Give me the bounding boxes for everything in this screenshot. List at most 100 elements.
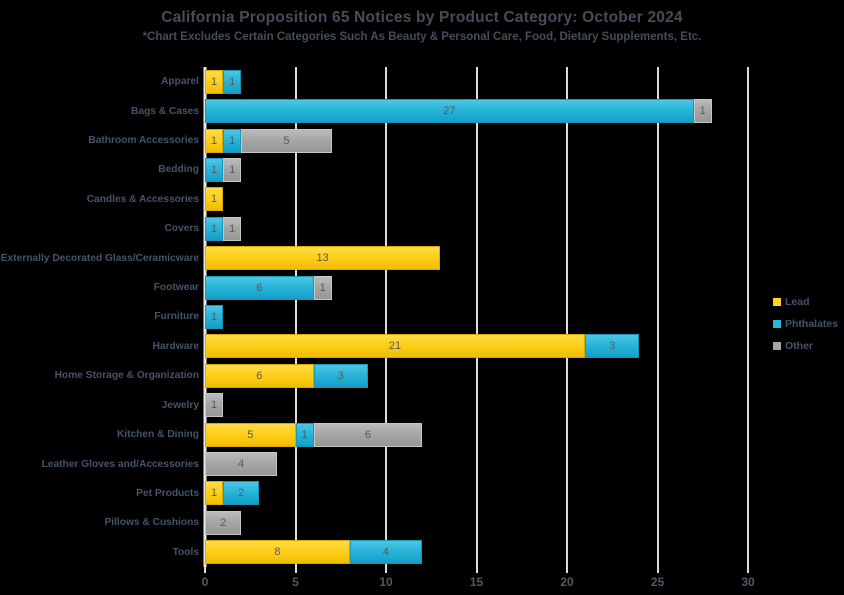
bar-segment-phthalates: 2 <box>223 481 260 506</box>
bar-value-label: 2 <box>220 516 227 529</box>
category-label: Footwear <box>153 282 199 294</box>
x-axis-tick-label: 30 <box>741 575 755 589</box>
bar-segment-phthalates: 1 <box>205 305 224 329</box>
bar-row: 13 <box>205 246 441 271</box>
bar-segment-lead: 21 <box>205 334 586 359</box>
bar-value-label: 4 <box>382 546 390 559</box>
bar-value-label: 1 <box>229 75 236 88</box>
bar-value-label: 1 <box>319 281 326 294</box>
bar-value-label: 4 <box>238 458 245 471</box>
legend: Lead Phthalates Other <box>773 295 838 361</box>
bar-row: 21 3 <box>205 334 640 359</box>
bar-segment-lead: 1 <box>205 187 224 212</box>
bar-row: 1 <box>205 305 224 329</box>
x-axis-tick-label: 20 <box>560 575 574 589</box>
gridline <box>656 67 659 567</box>
x-axis-tick-label: 25 <box>650 575 665 589</box>
bar-segment-lead: 13 <box>205 246 441 271</box>
category-label: Bags & Cases <box>131 105 199 117</box>
category-label: Externally Decorated Glass/Ceramicware <box>0 252 199 264</box>
bar-segment-lead: 1 <box>205 481 224 506</box>
bar-segment-phthalates: 4 <box>349 540 423 565</box>
bar-segment-other: 1 <box>223 216 242 241</box>
bar-segment-other: 4 <box>205 452 278 477</box>
bar-segment-phthalates: 1 <box>205 216 224 241</box>
bar-row: 2 <box>205 510 242 535</box>
bar-value-label: 2 <box>238 487 245 500</box>
legend-item: Lead <box>773 295 838 309</box>
bar-value-label: 1 <box>210 75 218 88</box>
bar-row: 4 <box>205 452 278 477</box>
gridline <box>294 67 297 567</box>
bar-value-label: 1 <box>210 193 218 206</box>
bar-value-label: 5 <box>283 134 290 147</box>
category-label: Covers <box>164 223 199 235</box>
legend-swatch-lead <box>773 298 781 306</box>
legend-item: Phthalates <box>773 317 838 331</box>
chart-title: California Proposition 65 Notices by Pro… <box>161 9 683 26</box>
bar-segment-phthalates: 1 <box>223 128 242 153</box>
gridline <box>566 67 568 567</box>
bar-value-label: 1 <box>301 428 308 441</box>
bar-value-label: 3 <box>609 340 616 353</box>
bar-value-label: 1 <box>210 487 218 500</box>
bar-value-label: 6 <box>256 281 263 294</box>
gridline <box>747 67 749 567</box>
x-axis-tick-label: 10 <box>379 575 393 589</box>
category-label: Leather Gloves and/Accessories <box>41 458 199 470</box>
legend-label: Phthalates <box>785 318 839 330</box>
bar-value-label: 1 <box>229 134 236 147</box>
category-label: Bathroom Accessories <box>88 135 199 147</box>
bar-segment-other: 1 <box>313 275 332 300</box>
x-axis-tick-label: 0 <box>201 575 209 589</box>
bar-row: 1 <box>205 187 224 212</box>
category-label: Apparel <box>161 76 199 88</box>
category-axis: Apparel Bags & Cases Bathroom Accessories B… <box>0 67 199 567</box>
bar-segment-phthalates: 3 <box>585 334 640 359</box>
legend-item: Other <box>773 339 838 353</box>
gridline <box>475 67 478 567</box>
x-axis-tick-label: 15 <box>469 575 484 589</box>
category-label: Home Storage & Organization <box>54 370 199 382</box>
axis-tick-mark <box>204 567 206 573</box>
bar-value-label: 1 <box>699 105 706 118</box>
bar-segment-phthalates: 1 <box>205 157 224 182</box>
bar-segment-lead: 1 <box>205 69 224 94</box>
bar-segment-other: 5 <box>241 128 332 153</box>
bar-segment-other: 6 <box>313 422 423 447</box>
bar-segment-phthalates: 1 <box>223 69 242 94</box>
x-axis-tick-label: 5 <box>292 575 299 589</box>
bar-segment-phthalates: 27 <box>205 99 694 124</box>
bar-value-label: 1 <box>210 134 218 147</box>
gridline <box>385 67 387 567</box>
bar-value-label: 27 <box>443 105 456 118</box>
bar-segment-lead: 8 <box>205 540 350 565</box>
bar-segment-other: 2 <box>205 510 242 535</box>
bar-segment-other: 1 <box>223 157 242 182</box>
category-label: Jewelry <box>161 399 199 411</box>
bar-value-label: 1 <box>229 222 236 235</box>
bar-segment-lead: 6 <box>205 363 314 388</box>
category-label: Pet Products <box>136 487 199 499</box>
bar-value-label: 1 <box>210 163 218 176</box>
legend-swatch-phthalates <box>773 320 781 328</box>
axis-tick-mark <box>385 567 387 573</box>
bar-segment-phthalates: 3 <box>313 363 368 388</box>
bar-row: 27 1 <box>205 99 712 124</box>
bar-value-label: 3 <box>337 369 344 382</box>
category-label: Bedding <box>158 164 199 176</box>
axis-tick-mark <box>747 567 749 573</box>
bar-value-label: 5 <box>247 428 254 441</box>
bar-segment-phthalates: 6 <box>205 275 314 300</box>
bar-row: 5 1 6 <box>205 422 423 447</box>
legend-label: Lead <box>785 296 810 308</box>
category-label: Candles & Accessories <box>86 193 199 205</box>
